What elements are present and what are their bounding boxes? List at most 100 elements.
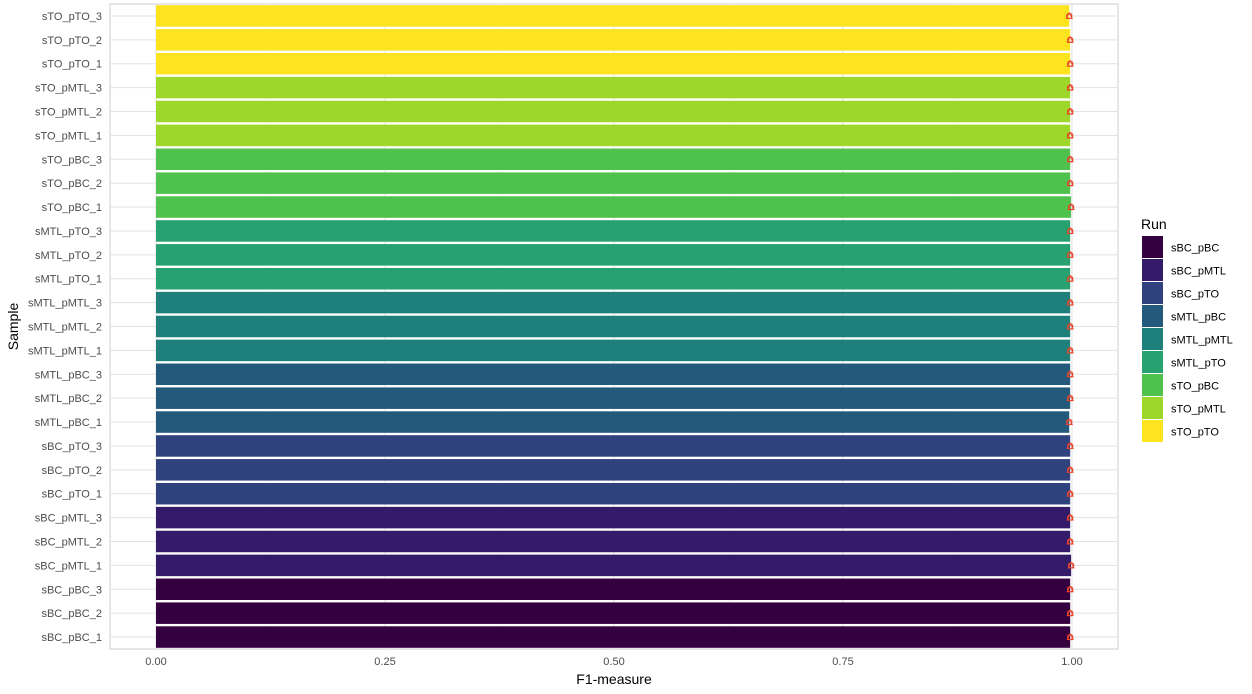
bar (156, 602, 1071, 624)
triangle-marker (1066, 298, 1074, 306)
legend-label: sBC_pTO (1171, 289, 1220, 301)
y-tick-label: sBC_pBC_2 (41, 608, 102, 620)
legend-swatch (1142, 374, 1163, 396)
y-tick-label: sTO_pTO_1 (42, 59, 102, 71)
triangle-marker (1067, 561, 1075, 569)
bar (156, 411, 1070, 433)
bar (156, 267, 1071, 290)
y-axis-tick-labels: sBC_pBC_1 sBC_pBC_2 sBC_pBC_3 sBC_pMTL_1 sBC… (28, 11, 102, 644)
triangle-marker (1066, 585, 1074, 593)
bar (156, 244, 1071, 266)
legend-label: sTO_pMTL (1171, 404, 1226, 416)
bar (156, 339, 1071, 362)
legend-label: sTO_pTO (1171, 427, 1219, 439)
y-tick-label: sTO_pTO_2 (42, 35, 102, 47)
y-tick-label: sTO_pBC_2 (42, 178, 102, 190)
triangle-marker (1066, 465, 1074, 473)
bar (156, 459, 1071, 481)
bar (156, 220, 1071, 242)
triangle-marker (1066, 227, 1074, 234)
bar (156, 52, 1071, 75)
legend-label: sMTL_pBC (1171, 312, 1226, 324)
x-tick-label: 0.50 (603, 656, 624, 668)
triangle-marker (1066, 131, 1074, 139)
bar (156, 482, 1071, 505)
y-axis-title: Sample (5, 303, 21, 351)
x-tick-label: 1.00 (1061, 656, 1082, 668)
bar (156, 29, 1071, 51)
bar (156, 76, 1071, 99)
y-tick-label: sTO_pMTL_3 (35, 83, 102, 95)
y-tick-label: sBC_pMTL_2 (35, 537, 102, 549)
bars (156, 5, 1072, 648)
y-tick-label: sBC_pTO_2 (42, 465, 102, 477)
bar (156, 172, 1071, 194)
legend: Run sBC_pBC sBC_pMTL sBC_pTO sMTL_pBC sMTL_p… (1141, 216, 1233, 442)
triangle-marker (1066, 107, 1074, 115)
y-tick-label: sTO_pBC_1 (42, 202, 102, 214)
legend-swatch (1142, 420, 1163, 442)
y-tick-label: sMTL_pMTL_3 (28, 298, 102, 310)
triangle-marker (1066, 83, 1074, 91)
triangle-marker (1066, 633, 1074, 641)
triangle-marker (1066, 513, 1074, 521)
legend-swatch (1142, 397, 1163, 419)
y-tick-label: sBC_pBC_3 (41, 584, 102, 596)
x-tick-label: 0.00 (145, 656, 166, 668)
legend-swatch (1142, 282, 1163, 304)
bar (156, 196, 1072, 218)
y-tick-label: sMTL_pMTL_2 (28, 322, 102, 334)
x-axis-title: F1-measure (576, 671, 652, 687)
legend-swatch (1142, 236, 1163, 258)
triangle-marker (1067, 203, 1075, 211)
y-tick-label: sTO_pBC_3 (42, 154, 102, 166)
bar (156, 626, 1071, 648)
legend-label: sBC_pMTL (1171, 266, 1226, 278)
y-tick-label: sBC_pTO_3 (42, 441, 102, 453)
triangle-marker (1066, 537, 1074, 545)
bar (156, 530, 1071, 553)
bar (156, 124, 1071, 147)
bar (156, 5, 1070, 27)
bar (156, 100, 1071, 123)
triangle-marker (1066, 155, 1074, 163)
triangle-marker (1066, 394, 1074, 402)
triangle-marker (1066, 250, 1074, 258)
y-tick-label: sMTL_pTO_3 (35, 226, 102, 238)
triangle-marker (1066, 489, 1074, 497)
x-tick-label: 0.25 (374, 656, 395, 668)
triangle-marker (1066, 346, 1074, 354)
legend-swatch (1142, 259, 1163, 281)
y-tick-label: sBC_pBC_1 (41, 632, 102, 644)
triangle-marker (1066, 59, 1074, 67)
legend-swatch (1142, 351, 1163, 373)
bar (156, 315, 1071, 338)
triangle-marker (1066, 609, 1074, 617)
y-tick-label: sBC_pTO_1 (42, 489, 102, 501)
y-tick-label: sMTL_pBC_1 (35, 417, 102, 429)
y-tick-label: sMTL_pMTL_1 (28, 345, 102, 357)
x-tick-label: 0.75 (832, 656, 853, 668)
bar (156, 435, 1071, 457)
triangle-marker (1066, 35, 1074, 43)
y-tick-label: sBC_pMTL_3 (35, 513, 102, 525)
y-tick-label: sTO_pMTL_2 (35, 107, 102, 119)
bar (156, 291, 1071, 314)
triangle-marker (1066, 179, 1074, 187)
y-tick-label: sMTL_pBC_2 (35, 393, 102, 405)
legend-title: Run (1141, 216, 1167, 232)
triangle-marker (1066, 322, 1074, 330)
y-tick-label: sMTL_pBC_3 (35, 369, 102, 381)
triangle-marker (1066, 442, 1074, 449)
bar (156, 554, 1072, 577)
y-tick-label: sMTL_pTO_1 (35, 274, 102, 286)
y-tick-label: sTO_pMTL_1 (35, 130, 102, 142)
legend-label: sBC_pBC (1171, 243, 1219, 255)
legend-label: sMTL_pTO (1171, 358, 1226, 370)
legend-swatch (1142, 328, 1163, 350)
legend-swatch (1142, 305, 1163, 327)
point-markers (1065, 12, 1075, 641)
bar (156, 148, 1071, 171)
bar (156, 387, 1071, 409)
